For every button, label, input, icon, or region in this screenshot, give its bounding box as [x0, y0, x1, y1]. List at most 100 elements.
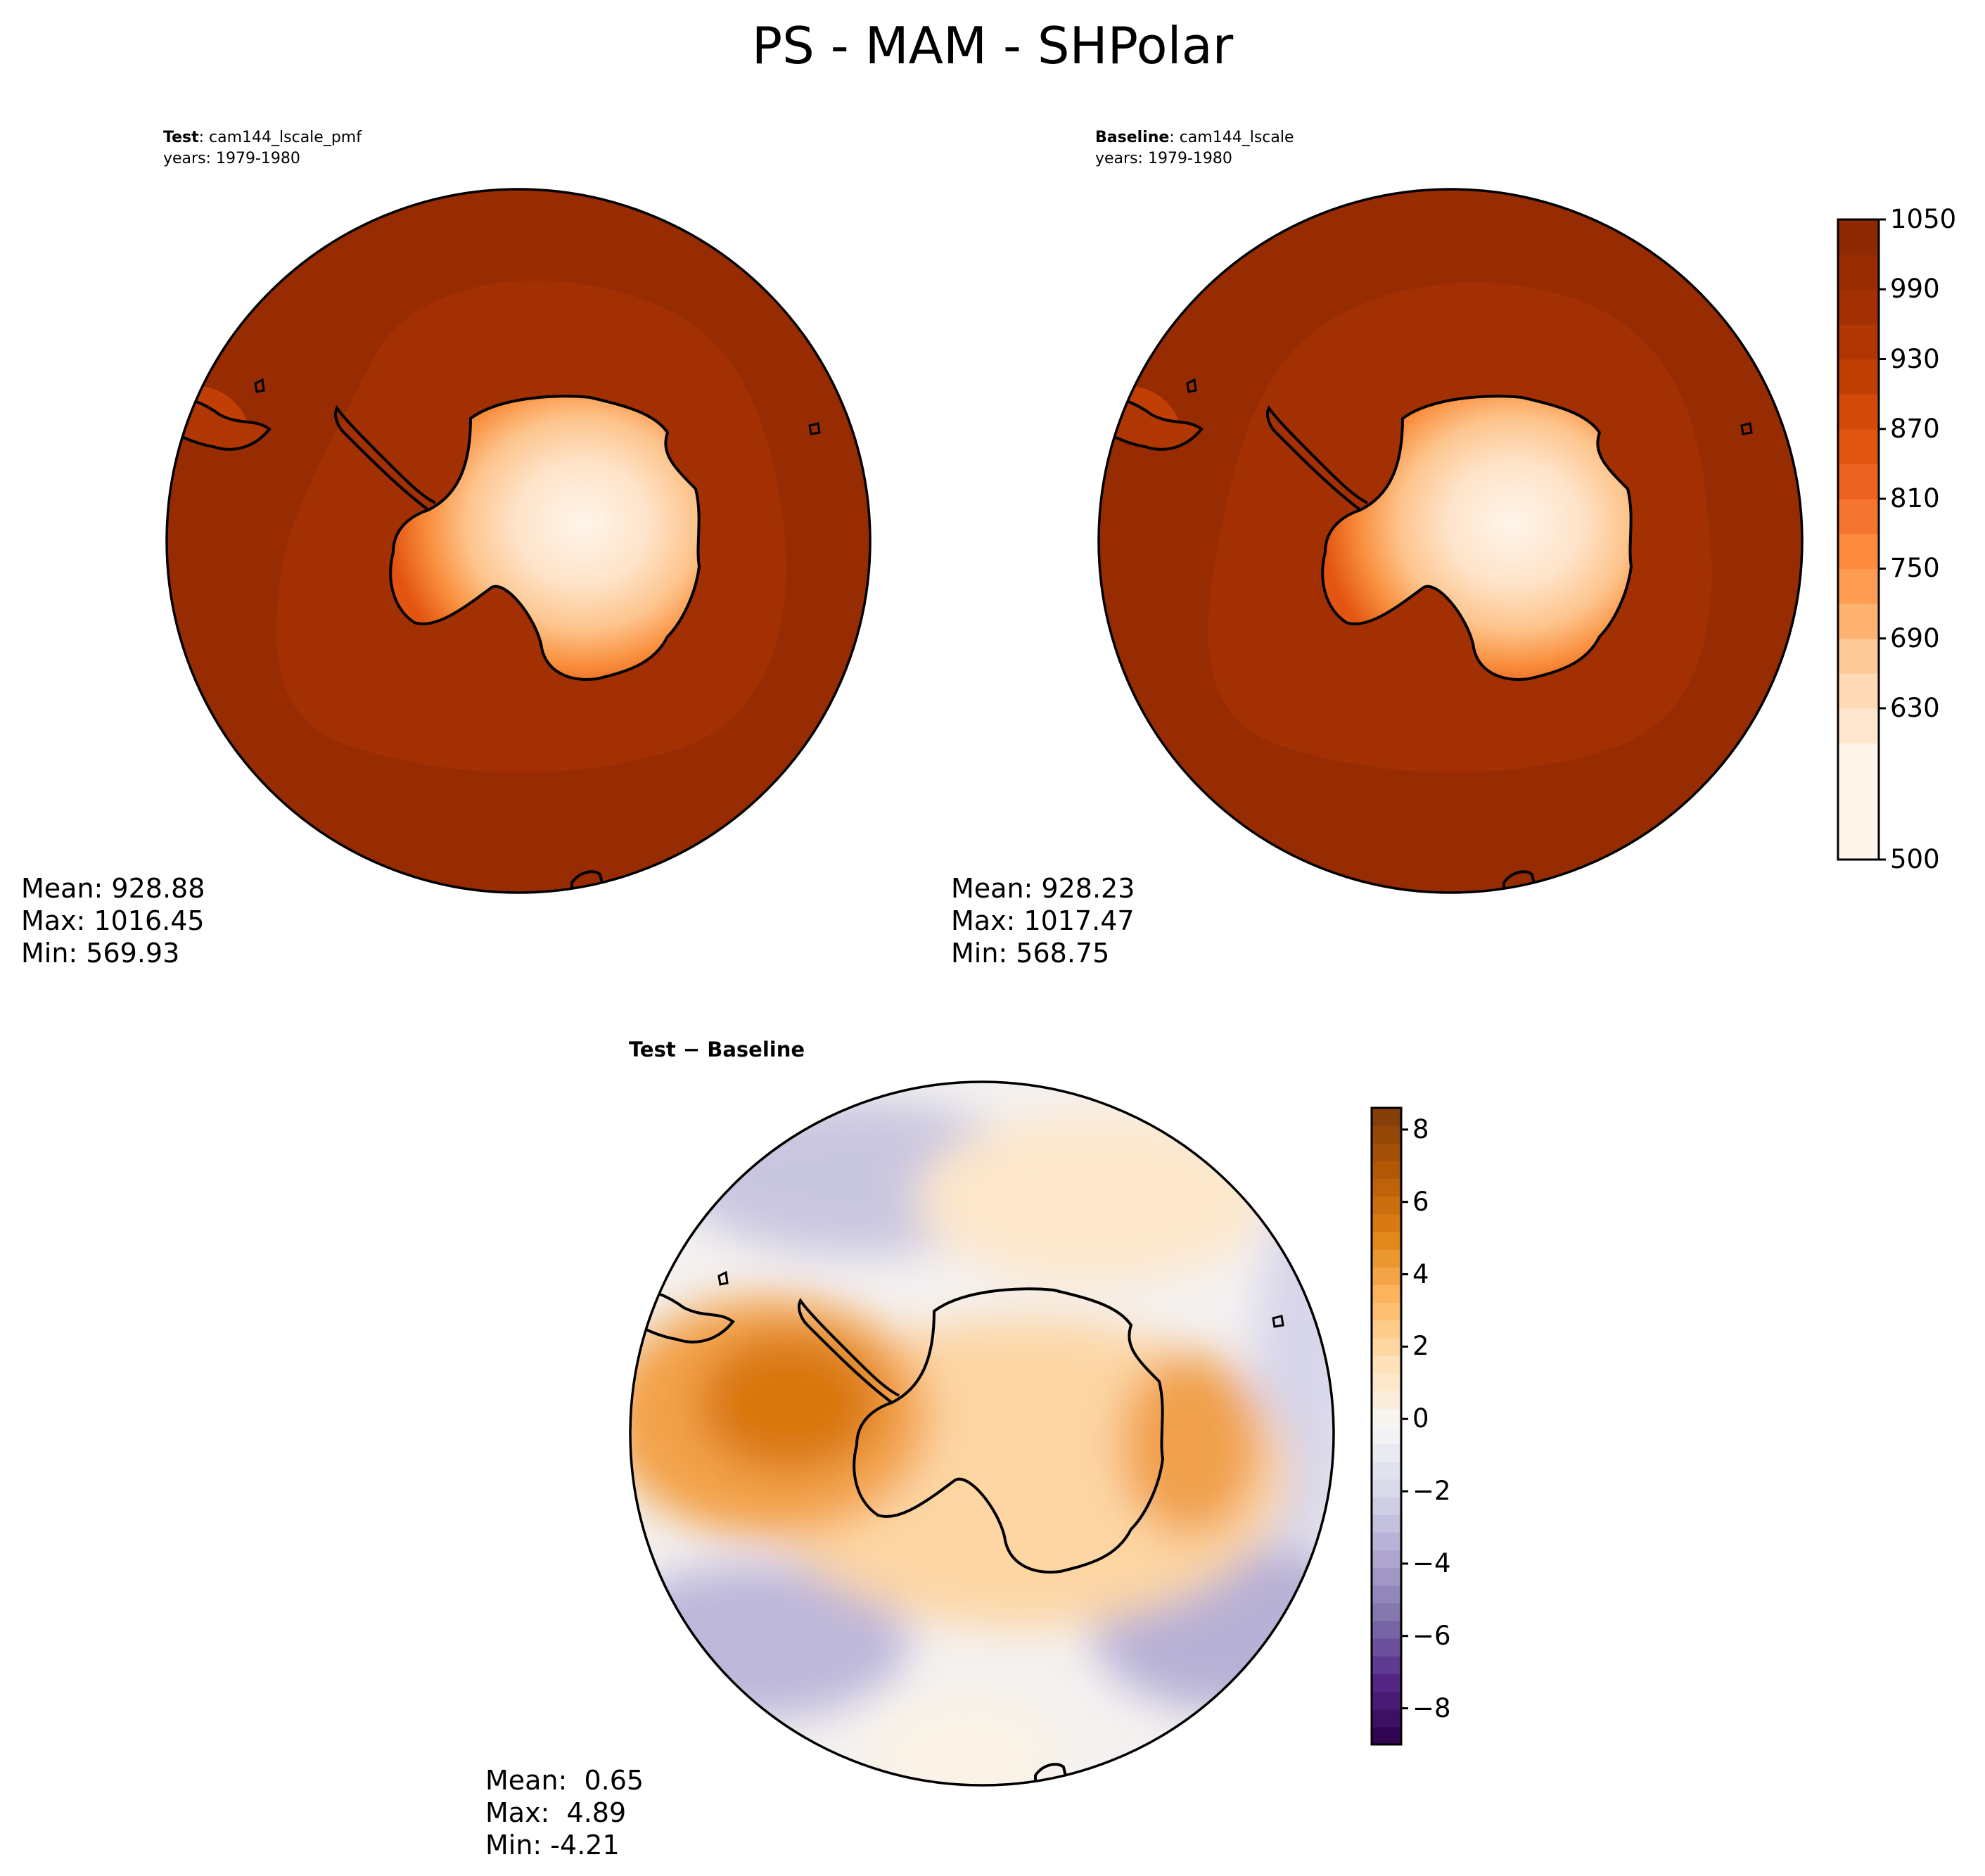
colorbar-tick-label: 870: [1890, 413, 1940, 444]
colorbar-tick-label: −2: [1412, 1476, 1451, 1507]
test-panel-years: years: 1979-1980: [163, 150, 300, 167]
colorbar-band: [1372, 1691, 1401, 1710]
colorbar-band: [1372, 1426, 1401, 1445]
test-stat-mean: Mean: 928.88: [21, 873, 205, 904]
colorbar-band: [1372, 1514, 1401, 1533]
colorbar-tick-label: −6: [1412, 1620, 1451, 1651]
diff-stats: Mean: 0.65 Max: 4.89 Min: -4.21: [485, 1764, 644, 1861]
test-map: [165, 188, 872, 894]
colorbar-band: [1372, 1108, 1401, 1126]
diff-stat-max: Max: 4.89: [485, 1797, 627, 1828]
colorbar-band: [1372, 1391, 1401, 1409]
antarctic-peninsula: [1266, 405, 1368, 511]
baseline-map: [1097, 188, 1804, 894]
test-label-case: : cam144_lscale_pmf: [198, 129, 362, 146]
baseline-panel-label: Baseline: cam144_lscale: [1095, 127, 1294, 148]
baseline-panel-years: years: 1979-1980: [1095, 150, 1232, 167]
island-east: [808, 422, 821, 435]
colorbar-band: [1372, 1532, 1401, 1550]
colorbar-band: [1372, 1461, 1401, 1480]
baseline-stat-mean: Mean: 928.23: [951, 873, 1135, 904]
colorbar-band: [1372, 1355, 1401, 1374]
colorbar-band: [1372, 1638, 1401, 1657]
colorbar-band: [1838, 464, 1879, 499]
colorbar-band: [1372, 1726, 1401, 1745]
colorbar-band: [1372, 1709, 1401, 1728]
antarctica-field: [1322, 396, 1631, 679]
antarctica-coastline: [1321, 395, 1633, 681]
colorbar-band: [1838, 638, 1879, 674]
colorbar-band: [1372, 1337, 1401, 1356]
colorbar-frame: [1370, 1106, 1403, 1746]
colorbar-band: [1372, 1320, 1401, 1339]
figure-title: PS - MAM - SHPolar: [751, 16, 1234, 75]
colorbar-tick-label: 2: [1412, 1331, 1429, 1362]
diff-stat-mean: Mean: 0.65: [485, 1765, 644, 1796]
colorbar-frame: [1837, 218, 1880, 861]
pos-anomaly-east-core: [1120, 1353, 1260, 1536]
baseline-stat-min: Min: 568.75: [951, 938, 1110, 969]
antarctic-peninsula: [798, 1298, 900, 1404]
pos-anomaly-west-core: [698, 1332, 881, 1473]
colorbar-band: [1372, 1567, 1401, 1586]
baseline-label-bold: Baseline: [1095, 129, 1170, 146]
colorbar-band: [1372, 1178, 1401, 1197]
colorbar-band: [1372, 1408, 1401, 1427]
colorbar-band: [1838, 324, 1879, 360]
main-colorbar: [1837, 218, 1886, 861]
antarctica-coastline: [389, 395, 701, 681]
colorbar-band: [1838, 533, 1879, 569]
colorbar-band: [1838, 499, 1879, 535]
map-boundary: [165, 188, 872, 894]
colorbar-band: [1838, 708, 1879, 744]
colorbar-tick-label: 990: [1890, 274, 1940, 305]
colorbar-band: [1372, 1585, 1401, 1604]
colorbar-band: [1372, 1602, 1401, 1621]
diff-map: [629, 1080, 1335, 1787]
map-boundary: [1097, 188, 1804, 894]
colorbar-tick-label: 8: [1412, 1114, 1429, 1144]
colorbar-band: [1372, 1621, 1401, 1639]
colorbar-tick-label: 630: [1890, 692, 1940, 723]
falkland-island: [1186, 378, 1197, 393]
falkland-island: [254, 378, 265, 393]
colorbar-band: [1838, 254, 1879, 290]
colorbar-tick-label: 4: [1412, 1258, 1429, 1289]
colorbar-band: [1372, 1550, 1401, 1569]
colorbar-tick-label: 810: [1890, 483, 1940, 514]
diff-stat-min: Min: -4.21: [485, 1830, 620, 1861]
colorbar-band: [1372, 1213, 1401, 1232]
colorbar-band: [1372, 1161, 1401, 1180]
baseline-stat-max: Max: 1017.47: [951, 905, 1135, 936]
colorbar-band: [1838, 219, 1879, 255]
colorbar-tick-label: 930: [1890, 343, 1940, 374]
colorbar-tick-label: 0: [1412, 1403, 1429, 1434]
colorbar-tick-label: 1050: [1890, 204, 1957, 234]
falkland-island: [717, 1270, 729, 1286]
south-america-tip: [630, 1288, 735, 1344]
diff-panel-label: Test − Baseline: [629, 1038, 805, 1061]
pos-anomaly-north: [916, 1114, 1268, 1283]
colorbar-band: [1838, 359, 1879, 395]
baseline-label-case: : cam144_lscale: [1169, 129, 1294, 146]
colorbar-band: [1838, 568, 1879, 604]
colorbar-band: [1372, 1125, 1401, 1144]
antarctica-field: [390, 396, 699, 679]
colorbar-band: [1372, 1497, 1401, 1515]
colorbar-band: [1372, 1284, 1401, 1303]
colorbar-tick-label: 500: [1890, 844, 1940, 874]
colorbar-tick-label: −4: [1412, 1548, 1451, 1578]
colorbar-tick-label: 6: [1412, 1186, 1429, 1217]
colorbar-band: [1372, 1267, 1401, 1285]
colorbar-band: [1838, 743, 1879, 860]
test-stat-min: Min: 569.93: [21, 938, 180, 969]
colorbar-band: [1372, 1231, 1401, 1250]
colorbar-tick-label: 690: [1890, 623, 1940, 653]
test-label-bold: Test: [163, 129, 199, 146]
colorbar-band: [1838, 289, 1879, 325]
colorbar-band: [1372, 1249, 1401, 1268]
colorbar-band: [1372, 1656, 1401, 1674]
colorbar-band: [1372, 1443, 1401, 1462]
neutral-south: [867, 1691, 1064, 1785]
colorbar-band: [1838, 604, 1879, 639]
